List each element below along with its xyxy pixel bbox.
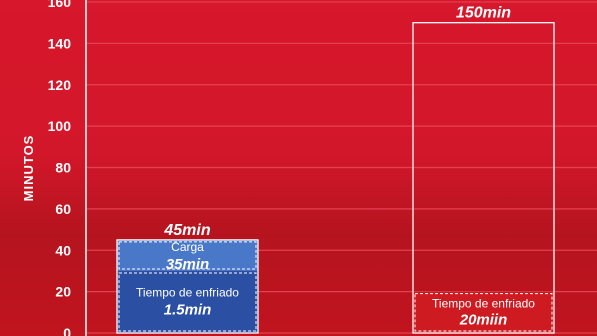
- y-tick-label: 80: [55, 160, 71, 176]
- segment-value-label: 20miin: [459, 312, 508, 329]
- y-tick-label: 100: [48, 118, 72, 134]
- y-tick-labels: 0 20 40 60 80 100 120 140 160: [48, 0, 72, 336]
- segment-value-label: 1.5min: [164, 302, 212, 319]
- bar-outline: [116, 239, 259, 334]
- bar-segment: [117, 239, 258, 271]
- segment-name-label: Tiempo de enfriado: [432, 297, 535, 311]
- bars: 45min Tiempo de enfriado 1.5min Carga 35min 1…: [116, 5, 555, 334]
- segment-dashed-border: [118, 272, 257, 332]
- y-tick-label: 120: [48, 77, 72, 93]
- y-tick-label: 140: [48, 35, 72, 51]
- y-tick-label: 0: [63, 325, 71, 336]
- bar-total-label: 45min: [163, 222, 210, 239]
- bar-segment: [117, 270, 258, 333]
- segment-dashed-border: [414, 293, 553, 332]
- segment-dashed-border: [118, 241, 257, 270]
- y-tick-label: 160: [48, 0, 72, 10]
- segment-value-label: 35min: [166, 256, 209, 273]
- y-tick-label: 20: [55, 284, 71, 300]
- bar-outline: [412, 22, 555, 334]
- y-tick-label: 40: [55, 242, 71, 258]
- bar-segment: [413, 291, 554, 333]
- bar: 45min Tiempo de enfriado 1.5min Carga 35min: [116, 222, 259, 334]
- bar-total-label: 150min: [456, 5, 511, 22]
- segment-name-label: Carga: [171, 240, 204, 254]
- segment-name-label: Tiempo de enfriado: [136, 286, 239, 300]
- y-tick-label: 60: [55, 201, 71, 217]
- y-axis-label: MINUTOS: [21, 135, 36, 202]
